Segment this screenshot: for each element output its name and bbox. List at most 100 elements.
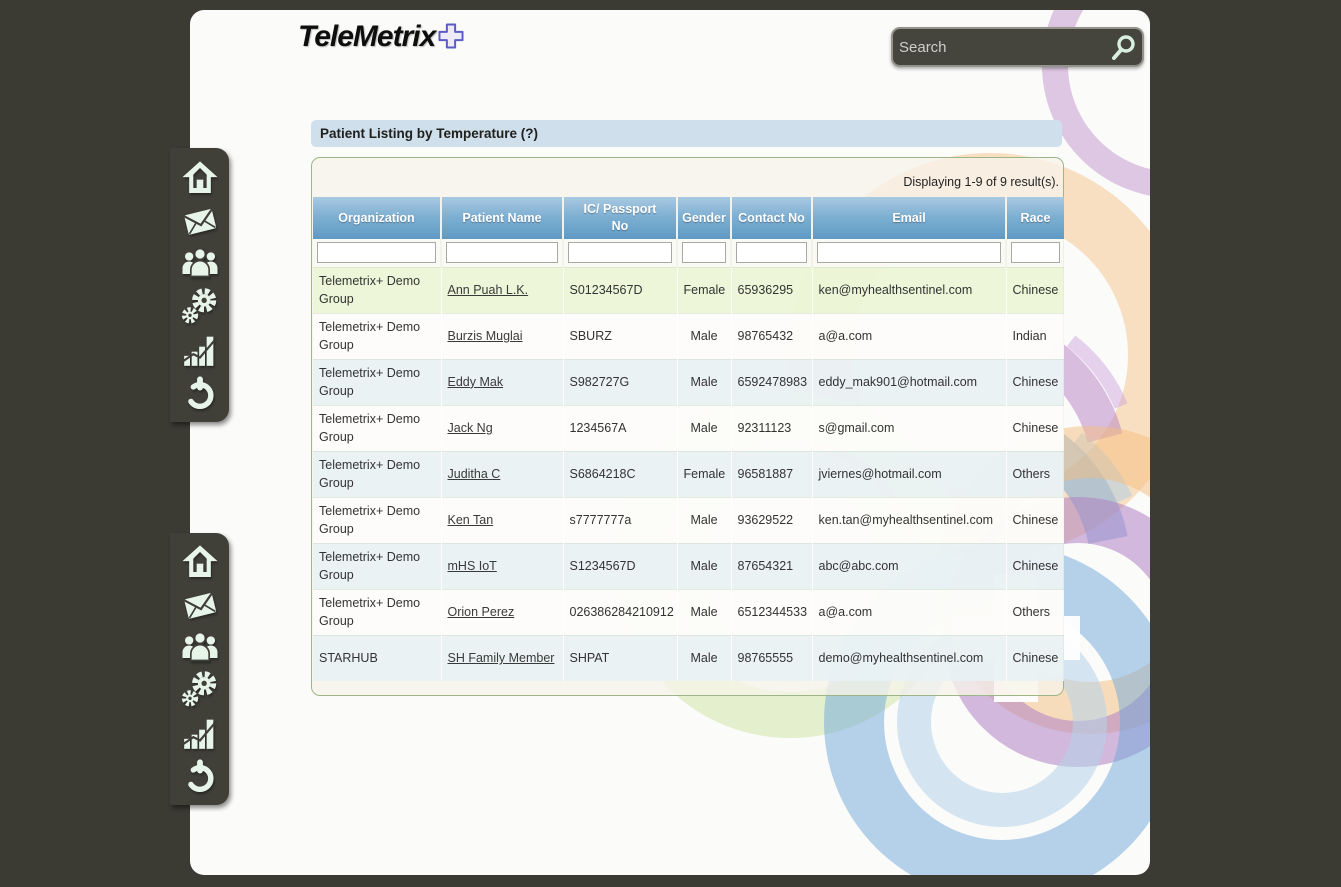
cell-patient-name: Eddy Mak xyxy=(441,358,564,405)
cell-contact: 98765555 xyxy=(731,634,813,681)
patient-name-link[interactable]: Juditha C xyxy=(447,466,501,481)
sidebar-item-bar-chart[interactable] xyxy=(178,330,222,370)
column-header-gender[interactable]: Gender xyxy=(677,197,732,239)
users-icon xyxy=(182,247,217,277)
cell-patient-name: Ken Tan xyxy=(441,496,564,543)
cell-gender: Male xyxy=(677,496,732,543)
filter-input-contact-no[interactable] xyxy=(736,242,807,264)
filter-cell-contact-no xyxy=(731,239,813,267)
settings-gears-icon xyxy=(181,671,216,707)
cell-contact: 6512344533 xyxy=(731,588,813,635)
sidebar-nav-group-1 xyxy=(170,148,229,422)
sidebar-item-users[interactable] xyxy=(178,244,222,284)
cell-gender: Female xyxy=(677,266,732,313)
cell-contact: 65936295 xyxy=(731,266,813,313)
cell-gender: Male xyxy=(677,634,732,681)
filter-input-email[interactable] xyxy=(817,242,1001,264)
cell-race: Others xyxy=(1006,450,1064,497)
column-header-email[interactable]: Email xyxy=(812,197,1007,239)
column-header-ic-passport-no[interactable]: IC/ Passport No xyxy=(563,197,678,239)
column-header-label: Email xyxy=(892,210,926,225)
table-row: Telemetrix+ Demo Group mHS IoT S1234567D Ma… xyxy=(313,542,1064,589)
cell-email: s@gmail.com xyxy=(812,404,1007,451)
power-icon xyxy=(185,758,214,792)
cell-organization: Telemetrix+ Demo Group xyxy=(313,312,442,359)
sidebar-item-settings-gears[interactable] xyxy=(178,670,222,710)
cell-email: a@a.com xyxy=(812,312,1007,359)
sidebar-item-settings-gears[interactable] xyxy=(178,287,222,327)
settings-gears-icon xyxy=(181,287,216,323)
users-icon xyxy=(182,631,217,661)
patient-name-link[interactable]: Eddy Mak xyxy=(447,374,504,389)
filter-input-patient-name[interactable] xyxy=(446,242,558,264)
table-row: Telemetrix+ Demo Group Orion Perez 0263862… xyxy=(313,588,1064,635)
sidebar-item-power[interactable] xyxy=(178,373,222,413)
filter-input-race[interactable] xyxy=(1011,242,1060,264)
patient-name-link[interactable]: Ken Tan xyxy=(447,512,494,527)
cell-race: Chinese xyxy=(1006,358,1064,405)
patient-name-link[interactable]: mHS IoT xyxy=(447,558,497,573)
cell-ic-passport: 026386284210912 xyxy=(563,588,678,635)
cell-gender: Male xyxy=(677,312,732,359)
table-row: Telemetrix+ Demo Group Jack Ng 1234567A Mal… xyxy=(313,404,1064,451)
column-header-label: IC/ Passport No xyxy=(583,202,657,233)
patient-name-link[interactable]: Orion Perez xyxy=(447,604,515,619)
cell-gender: Female xyxy=(677,450,732,497)
cell-ic-passport: s7777777a xyxy=(563,496,678,543)
cell-race: Chinese xyxy=(1006,496,1064,543)
cell-patient-name: Juditha C xyxy=(441,450,564,497)
filter-cell-ic-passport-no xyxy=(563,239,678,267)
filter-input-gender[interactable] xyxy=(682,242,726,264)
column-header-label: Race xyxy=(1020,210,1051,225)
column-header-label: Patient Name xyxy=(462,210,542,225)
sidebar-item-home[interactable] xyxy=(178,158,222,198)
result-summary: Displaying 1-9 of 9 result(s). xyxy=(903,175,1059,189)
table-row: Telemetrix+ Demo Group Juditha C S6864218C… xyxy=(313,450,1064,497)
cell-gender: Male xyxy=(677,404,732,451)
bar-chart-icon xyxy=(181,336,215,366)
patient-name-link[interactable]: Jack Ng xyxy=(447,420,493,435)
cell-patient-name: Orion Perez xyxy=(441,588,564,635)
cell-organization: Telemetrix+ Demo Group xyxy=(313,496,442,543)
magnifier-icon[interactable] xyxy=(1106,32,1142,62)
filter-cell-patient-name xyxy=(441,239,564,267)
cell-race: Indian xyxy=(1006,312,1064,359)
patient-name-link[interactable]: Ann Puah L.K. xyxy=(447,282,529,297)
app-logo: TeleMetrix xyxy=(298,20,465,55)
patient-name-link[interactable]: SH Family Member xyxy=(447,651,555,666)
column-header-race[interactable]: Race xyxy=(1006,197,1064,239)
cell-gender: Male xyxy=(677,542,732,589)
cell-patient-name: Burzis Muglai xyxy=(441,312,564,359)
patient-name-link[interactable]: Burzis Muglai xyxy=(447,328,523,343)
table-row: STARHUB SH Family Member SHPAT Male 98765555… xyxy=(313,634,1064,681)
column-header-label: Gender xyxy=(682,210,726,225)
filter-input-ic-passport-no[interactable] xyxy=(568,242,672,264)
column-header-patient-name[interactable]: Patient Name xyxy=(441,197,564,239)
search-input[interactable] xyxy=(893,29,1106,65)
filter-input-organization[interactable] xyxy=(317,242,436,264)
cell-gender: Male xyxy=(677,588,732,635)
table-filter-row xyxy=(313,239,1064,267)
cell-race: Chinese xyxy=(1006,404,1064,451)
search-box xyxy=(891,27,1144,67)
sidebar-item-bar-chart[interactable] xyxy=(178,713,222,753)
table-row: Telemetrix+ Demo Group Ken Tan s7777777a Ma… xyxy=(313,496,1064,543)
sidebar-item-mail[interactable] xyxy=(178,585,222,625)
cell-ic-passport: S6864218C xyxy=(563,450,678,497)
column-header-label: Contact No xyxy=(738,210,805,225)
column-header-contact-no[interactable]: Contact No xyxy=(731,197,813,239)
cell-organization: Telemetrix+ Demo Group xyxy=(313,450,442,497)
column-header-organization[interactable]: Organization xyxy=(313,197,442,239)
cell-ic-passport: SBURZ xyxy=(563,312,678,359)
sidebar-item-home[interactable] xyxy=(178,542,222,582)
sidebar-item-users[interactable] xyxy=(178,628,222,668)
filter-cell-race xyxy=(1006,239,1064,267)
table-row: Telemetrix+ Demo Group Ann Puah L.K. S0123… xyxy=(313,266,1064,313)
sidebar-nav-group-2 xyxy=(170,533,229,805)
cell-ic-passport: S01234567D xyxy=(563,266,678,313)
sidebar-item-mail[interactable] xyxy=(178,201,222,241)
brand-wordmark: TeleMetrix xyxy=(298,20,436,53)
cell-email: ken.tan@myhealthsentinel.com xyxy=(812,496,1007,543)
filter-cell-email xyxy=(812,239,1007,267)
sidebar-item-power[interactable] xyxy=(178,756,222,796)
